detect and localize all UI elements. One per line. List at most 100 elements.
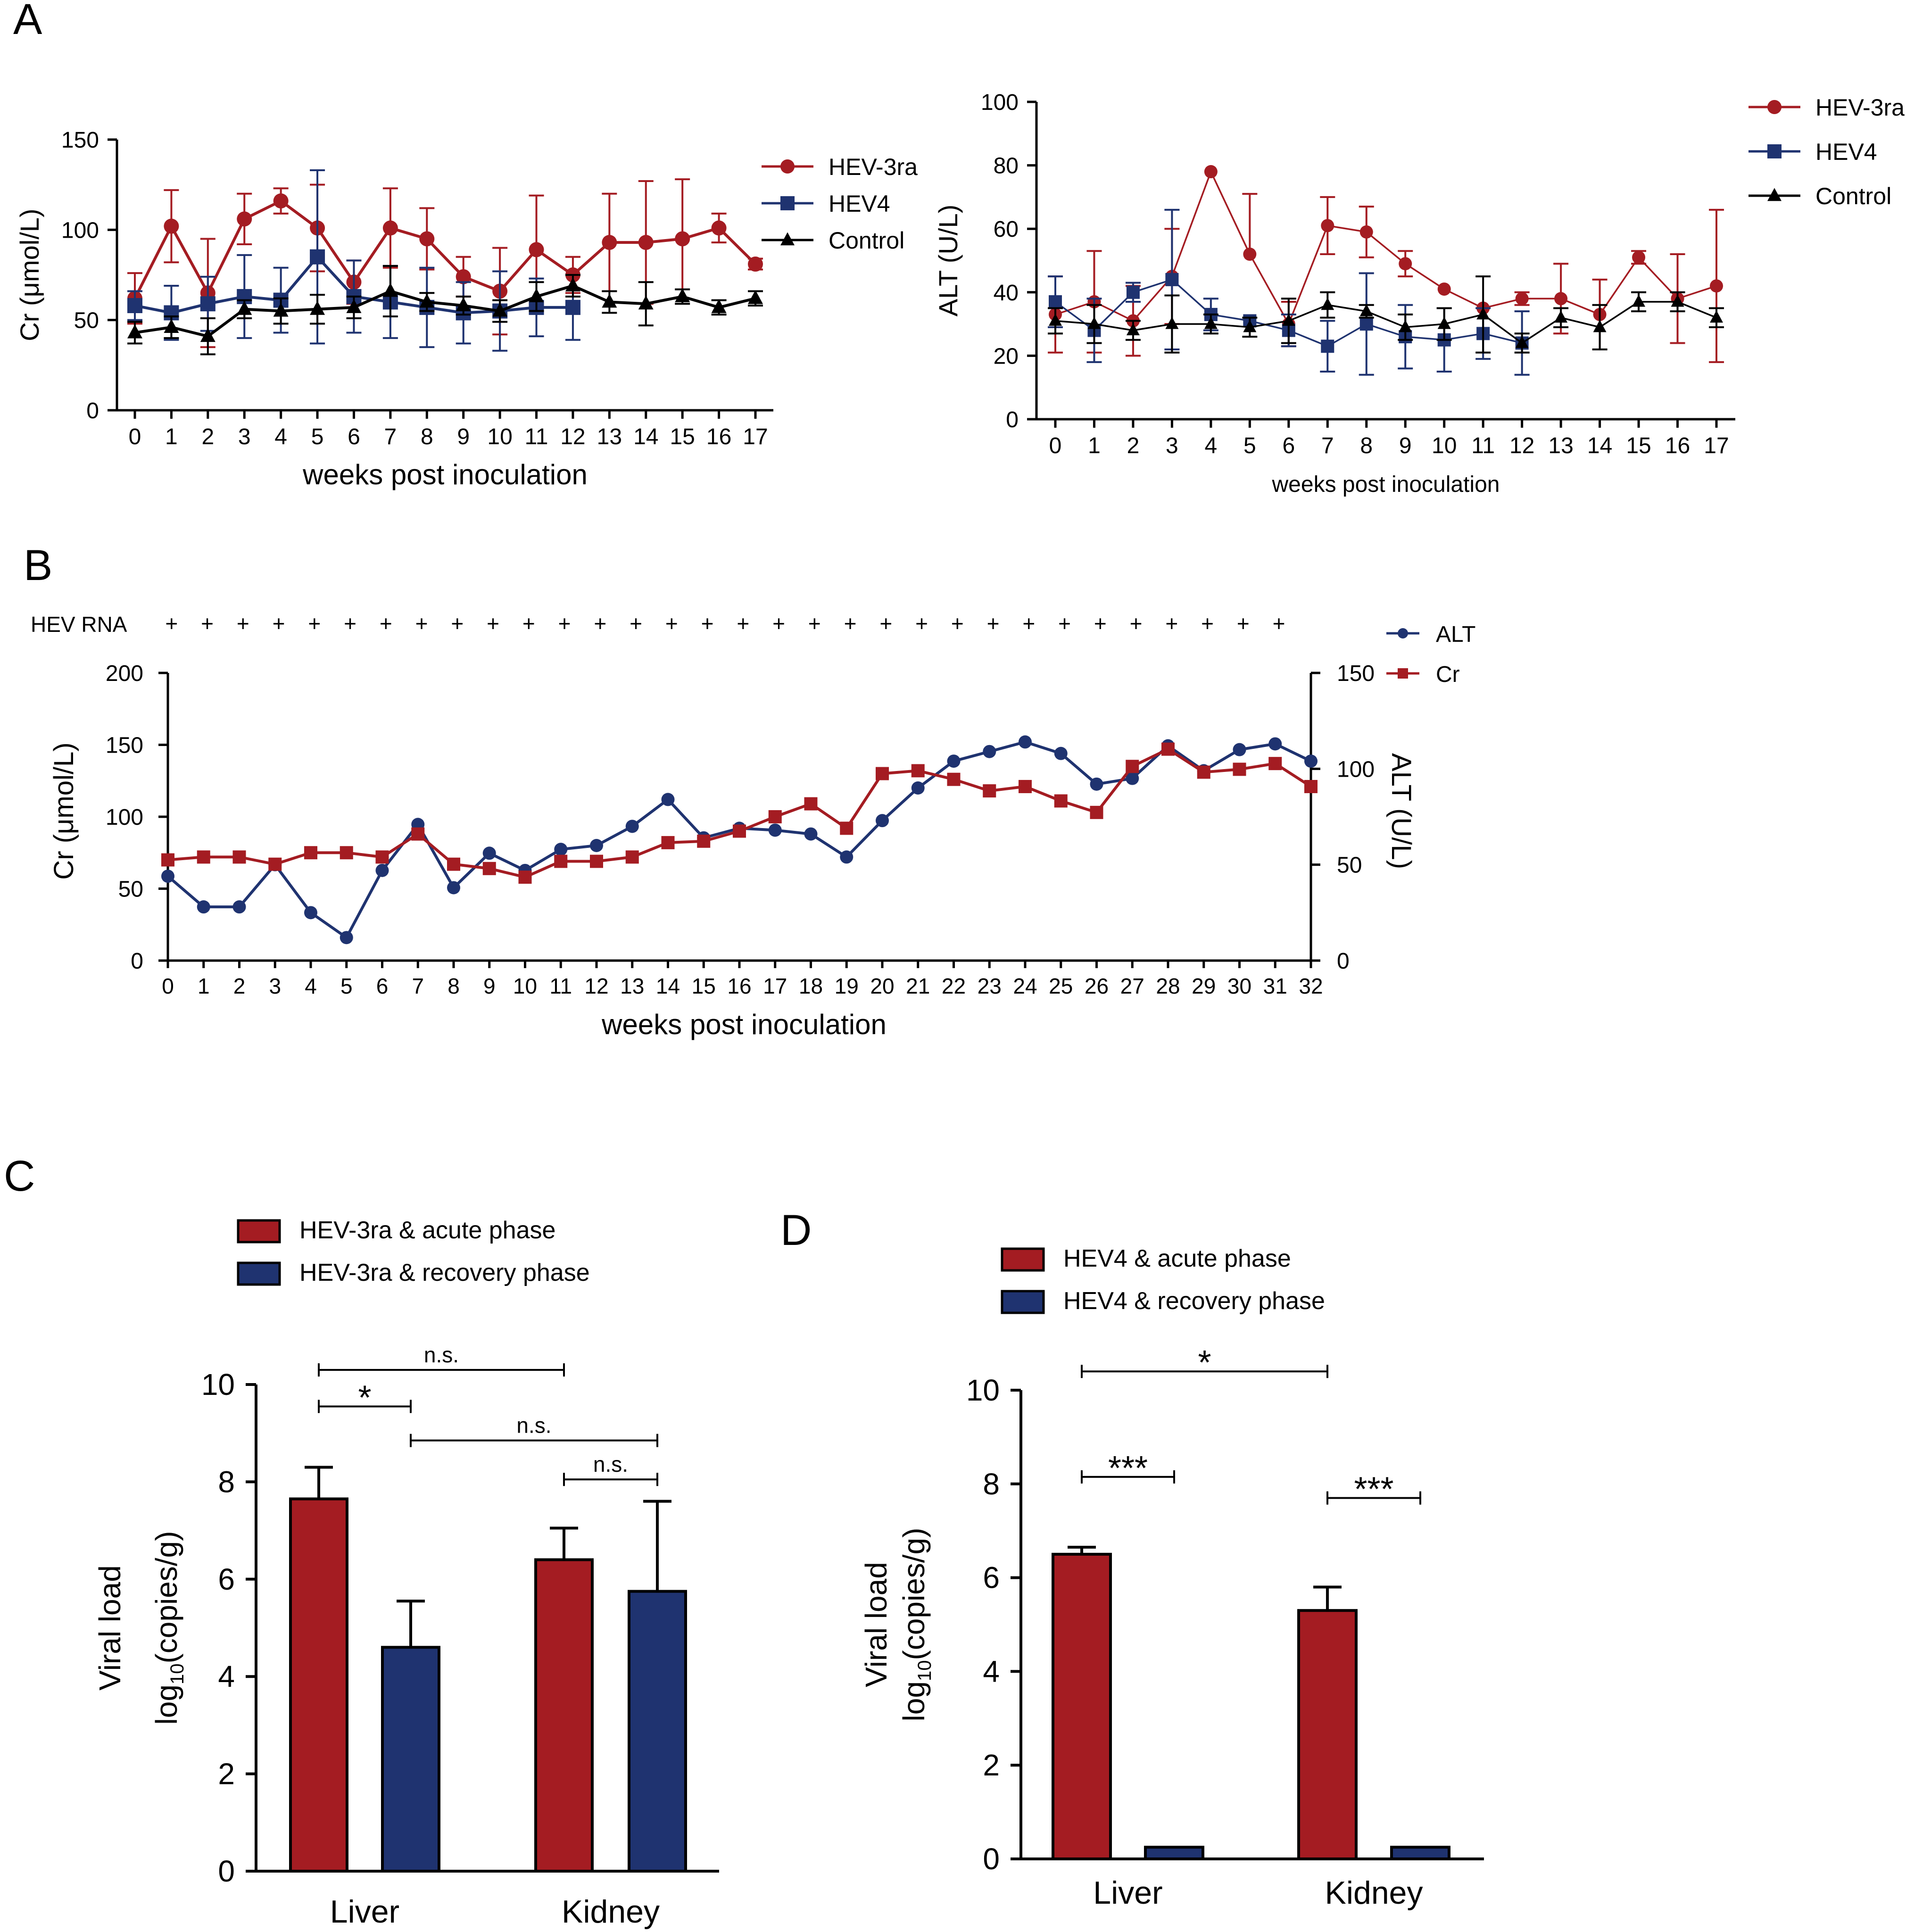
hev-rna-mark: + [237,611,249,636]
x-axis-label: weeks post inoculation [1272,472,1500,497]
data-point [482,846,496,860]
chart-A1 [108,138,813,419]
data-point [625,850,639,864]
y-tick-label: 100 [61,218,99,243]
y-tick-label: 0 [131,949,143,974]
x-tick-label: 9 [457,424,470,449]
data-point [346,299,362,313]
y-axis-label-rest: (copies/g) [149,1531,183,1664]
y-tick-label: 50 [74,308,99,333]
data-point [1632,250,1646,264]
data-point [1204,316,1218,329]
series-HEV-3ra [1048,165,1724,363]
hev-rna-mark: + [1165,611,1178,636]
bar-HEV4 & recovery phase-Liver [1144,1846,1204,1860]
data-point [1399,257,1412,271]
data-point [804,797,818,811]
series-line [167,747,1312,879]
x-tick-label: 9 [483,974,496,998]
x-tick-label: 8 [421,424,433,449]
y-axis-label: Cr (μmol/L) [15,208,44,341]
data-point [492,302,508,317]
data-point [1054,794,1068,808]
data-point [1126,771,1139,785]
data-point [419,231,435,247]
data-point [1268,757,1282,771]
hev-rna-mark: + [1201,611,1214,636]
data-point [200,328,215,342]
y-tick-label: 20 [994,344,1019,369]
series-ALT [161,735,1318,945]
x-tick-label: 29 [1192,974,1216,998]
hev-rna-mark: + [487,611,499,636]
data-point [1321,298,1334,310]
data-point [127,298,142,314]
series-Control [1048,275,1724,354]
x-tick-label: 30 [1227,974,1251,998]
data-point [1710,310,1723,323]
category-label: Liver [330,1894,399,1930]
bar-HEV-3ra & recovery phase-Liver [381,1646,440,1873]
data-point [411,827,425,841]
data-point [768,823,782,837]
y-tick-label: 0 [1006,407,1019,432]
hev-rna-mark: + [1058,611,1071,636]
data-point [1126,285,1140,299]
x-tick-label: 5 [311,424,324,449]
data-point [273,193,289,209]
x-tick-label: 23 [978,974,1002,998]
x-tick-label: 17 [763,974,787,998]
y-tick-label: 100 [981,90,1019,115]
data-point [675,231,690,247]
legend-label: ALT [1436,622,1475,647]
x-tick-label: 1 [165,424,178,449]
data-point [304,846,317,860]
x-tick-label: 11 [549,974,572,998]
sig-label: *** [1108,1450,1148,1487]
data-point [1515,292,1529,306]
x-tick-label: 15 [692,974,716,998]
hev-rna-mark: + [1273,611,1285,636]
data-point [625,820,639,833]
hev-rna-mark: + [701,611,714,636]
x-tick-label: 2 [233,974,246,998]
y-tick-label: 0 [86,398,99,423]
data-point [1399,320,1412,332]
legend-label: HEV4 [829,191,890,217]
data-point [340,931,353,945]
y-axis-label-log: log [897,1681,931,1721]
y-tick-label: 4 [218,1659,235,1693]
data-point [127,324,142,339]
x-tick-label: 13 [620,974,644,998]
data-point [1197,765,1210,779]
x-tick-label: 6 [348,424,360,449]
data-point [602,235,617,250]
y-axis-label-sub: 10 [914,1660,935,1682]
x-tick-label: 2 [201,424,214,449]
data-point [697,834,711,848]
legend-label: HEV-3ra & recovery phase [299,1259,590,1286]
legend-marker [780,159,795,174]
hev-rna-mark: + [1130,611,1143,636]
legend-marker [1767,144,1782,158]
data-point [1359,304,1373,316]
y-axis-label-2: log10(copies/g) [149,1531,188,1725]
data-point [554,843,568,856]
data-point [1049,313,1062,326]
x-tick-label: 2 [1127,433,1140,458]
data-point [1243,320,1257,332]
y-tick-label: 6 [983,1561,1000,1595]
data-point [1090,777,1103,791]
hev-rna-mark: + [630,611,642,636]
x-axis-label: weeks post inoculation [302,459,588,490]
x-tick-label: 19 [835,974,859,998]
hev-rna-mark: + [1022,611,1035,636]
hev-rna-mark: + [201,611,214,636]
y-tick-label: 40 [994,281,1019,306]
y-tick-label: 2 [218,1757,235,1791]
series-Control [127,265,763,356]
hev-rna-mark: + [451,611,464,636]
data-point [733,824,746,838]
data-point [382,282,398,297]
x-tick-label: 12 [1509,433,1534,458]
